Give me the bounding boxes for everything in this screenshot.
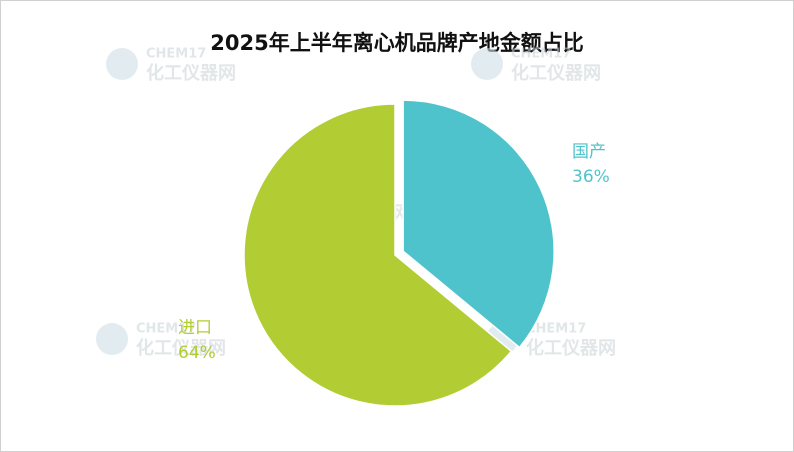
pie-slice — [243, 103, 513, 407]
watermark-name: 化工仪器网 — [146, 62, 236, 84]
watermark-name: 化工仪器网 — [511, 62, 601, 84]
slice-category-label: 进口 — [178, 318, 212, 338]
slice-value-label: 36% — [572, 167, 610, 187]
slice-value-label: 64% — [178, 343, 216, 363]
watermark-logo — [96, 323, 128, 355]
slice-category-label: 国产 — [572, 142, 606, 162]
watermark-logo — [106, 48, 138, 80]
pie-slice — [402, 99, 555, 349]
watermark-logo — [471, 48, 503, 80]
watermark-brand: CHEM17 — [146, 47, 206, 62]
chart-title: 2025年上半年离心机品牌产地金额占比 — [210, 31, 583, 55]
watermark-brand: CHEM17 — [511, 47, 571, 62]
watermark-name: 化工仪器网 — [526, 337, 616, 359]
watermark-brand: CHEM17 — [526, 322, 586, 337]
watermark-brand: CHEM17 — [136, 322, 196, 337]
watermark-name: 化工仪器网 — [136, 337, 226, 359]
